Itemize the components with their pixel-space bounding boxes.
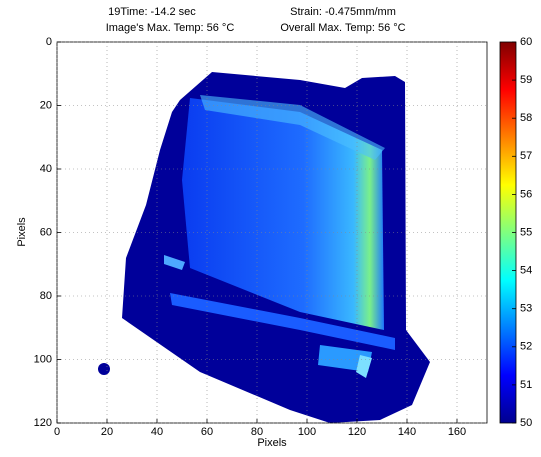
x-tick-label: 20 [101,426,113,438]
x-tick-label: 80 [251,426,263,438]
title-line: Strain: -0.475mm/mm [290,6,396,18]
thermal-image [98,72,430,423]
title-line: Image's Max. Temp: 56 °C [106,22,235,34]
colorbar-tick-label: 57 [520,150,532,162]
y-tick-label: 80 [40,290,52,302]
title-line: 19Time: -14.2 sec [108,6,196,18]
x-tick-label: 120 [348,426,366,438]
y-tick-label: 20 [40,99,52,111]
y-tick-label: 40 [40,163,52,175]
y-tick-label: 100 [34,353,52,365]
y-tick-label: 60 [40,226,52,238]
colorbar-tick-label: 50 [520,417,532,429]
colorbar-tick-label: 58 [520,112,532,124]
y-tick-label: 120 [34,417,52,429]
colorbar-tick-label: 54 [520,265,532,277]
x-tick-label: 0 [54,426,60,438]
colorbar-tick-label: 59 [520,74,532,86]
colorbar-tick-label: 51 [520,379,532,391]
title-line: Overall Max. Temp: 56 °C [280,22,405,34]
x-tick-label: 160 [448,426,466,438]
y-axis-label: Pixels [16,217,28,247]
colorbar-tick-label: 55 [520,226,532,238]
y-tick-label: 0 [46,36,52,48]
x-axis-label: Pixels [257,437,287,449]
x-tick-label: 100 [298,426,316,438]
x-tick-label: 140 [398,426,416,438]
colorbar-tick-label: 56 [520,188,532,200]
colorbar-tick-label: 52 [520,341,532,353]
x-tick-label: 60 [201,426,213,438]
colorbar-tick-label: 53 [520,303,532,315]
colorbar-tick-label: 60 [520,36,532,48]
x-tick-label: 40 [151,426,163,438]
